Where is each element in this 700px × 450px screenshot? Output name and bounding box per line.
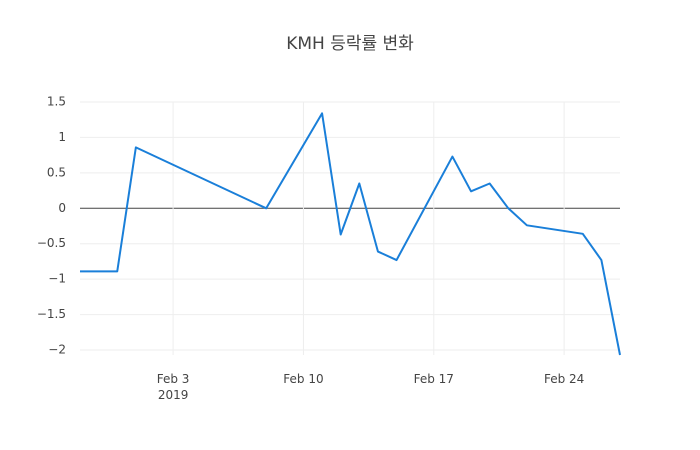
y-tick-label: −0.5	[37, 236, 66, 250]
y-tick-label: 0.5	[47, 165, 66, 179]
x-tick-label: Feb 24	[544, 372, 584, 386]
y-tick-label: −1.5	[37, 307, 66, 321]
x-tick-label: Feb 10	[283, 372, 323, 386]
grid	[80, 101, 620, 355]
y-tick-label: 1.5	[47, 95, 66, 109]
line	[80, 112, 621, 356]
y-tick-label: 1	[58, 130, 66, 144]
x-tick-label: Feb 17	[414, 372, 454, 386]
x-tick-label: Feb 3 2019	[157, 372, 190, 402]
y-tick-label: 0	[58, 201, 66, 215]
y-tick-label: −2	[48, 343, 66, 357]
y-tick-label: −1	[48, 272, 66, 286]
chart-title: KMH 등락률 변화	[286, 34, 414, 54]
